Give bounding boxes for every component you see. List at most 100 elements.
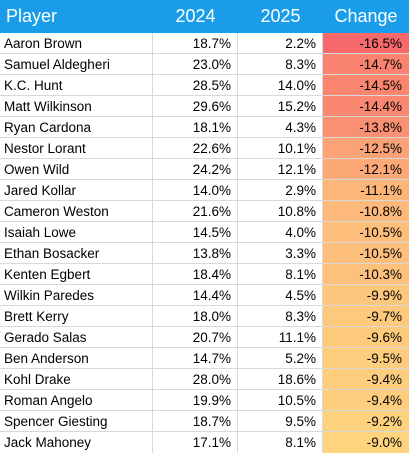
value-2024-cell: 20.7% (153, 327, 238, 347)
value-2024-cell: 18.7% (153, 411, 238, 431)
value-2025-cell: 5.2% (238, 348, 323, 368)
change-cell: -9.4% (323, 369, 409, 389)
change-cell: -9.4% (323, 390, 409, 410)
player-cell: Samuel Aldegheri (0, 54, 153, 74)
change-cell: -14.5% (323, 75, 409, 95)
value-2024-cell: 17.1% (153, 432, 238, 453)
value-2025-cell: 9.5% (238, 411, 323, 431)
change-cell: -10.8% (323, 201, 409, 221)
player-cell: Owen Wild (0, 159, 153, 179)
change-cell: -14.7% (323, 54, 409, 74)
change-cell: -14.4% (323, 96, 409, 116)
change-cell: -9.6% (323, 327, 409, 347)
player-cell: Wilkin Paredes (0, 285, 153, 305)
change-cell: -10.5% (323, 222, 409, 242)
player-cell: Nestor Lorant (0, 138, 153, 158)
value-2025-cell: 4.3% (238, 117, 323, 137)
value-2025-cell: 4.0% (238, 222, 323, 242)
value-2024-cell: 18.0% (153, 306, 238, 326)
change-cell: -9.7% (323, 306, 409, 326)
table-row: Owen Wild 24.2% 12.1% -12.1% (0, 159, 409, 180)
change-cell: -12.1% (323, 159, 409, 179)
change-cell: -9.2% (323, 411, 409, 431)
value-2025-cell: 8.3% (238, 306, 323, 326)
table-row: Ryan Cardona 18.1% 4.3% -13.8% (0, 117, 409, 138)
value-2025-cell: 4.5% (238, 285, 323, 305)
value-2024-cell: 21.6% (153, 201, 238, 221)
value-2025-cell: 12.1% (238, 159, 323, 179)
value-2024-cell: 18.7% (153, 33, 238, 53)
table-row: Jack Mahoney 17.1% 8.1% -9.0% (0, 432, 409, 453)
table-row: Aaron Brown 18.7% 2.2% -16.5% (0, 33, 409, 54)
value-2024-cell: 14.0% (153, 180, 238, 200)
player-cell: Cameron Weston (0, 201, 153, 221)
player-cell: Ben Anderson (0, 348, 153, 368)
change-cell: -9.9% (323, 285, 409, 305)
table-row: K.C. Hunt 28.5% 14.0% -14.5% (0, 75, 409, 96)
table-row: Nestor Lorant 22.6% 10.1% -12.5% (0, 138, 409, 159)
change-cell: -10.3% (323, 264, 409, 284)
player-cell: Ethan Bosacker (0, 243, 153, 263)
value-2025-cell: 2.9% (238, 180, 323, 200)
value-2024-cell: 19.9% (153, 390, 238, 410)
value-2025-cell: 14.0% (238, 75, 323, 95)
change-cell: -11.1% (323, 180, 409, 200)
value-2025-cell: 11.1% (238, 327, 323, 347)
player-cell: Kenten Egbert (0, 264, 153, 284)
value-2025-cell: 10.1% (238, 138, 323, 158)
value-2025-cell: 3.3% (238, 243, 323, 263)
table-row: Cameron Weston 21.6% 10.8% -10.8% (0, 201, 409, 222)
table-row: Wilkin Paredes 14.4% 4.5% -9.9% (0, 285, 409, 306)
player-cell: K.C. Hunt (0, 75, 153, 95)
table-row: Ben Anderson 14.7% 5.2% -9.5% (0, 348, 409, 369)
value-2025-cell: 8.3% (238, 54, 323, 74)
player-cell: Brett Kerry (0, 306, 153, 326)
header-change: Change (334, 5, 398, 26)
header-player: Player (6, 5, 58, 26)
player-cell: Kohl Drake (0, 369, 153, 389)
table-row: Gerado Salas 20.7% 11.1% -9.6% (0, 327, 409, 348)
table-header: Player 2024 2025 Change (0, 0, 409, 33)
player-cell: Jared Kollar (0, 180, 153, 200)
table-row: Isaiah Lowe 14.5% 4.0% -10.5% (0, 222, 409, 243)
table-row: Brett Kerry 18.0% 8.3% -9.7% (0, 306, 409, 327)
player-cell: Aaron Brown (0, 33, 153, 53)
value-2024-cell: 28.0% (153, 369, 238, 389)
player-cell: Ryan Cardona (0, 117, 153, 137)
player-cell: Gerado Salas (0, 327, 153, 347)
value-2024-cell: 14.5% (153, 222, 238, 242)
player-cell: Jack Mahoney (0, 432, 153, 453)
header-2024: 2024 (175, 5, 216, 26)
table-row: Matt Wilkinson 29.6% 15.2% -14.4% (0, 96, 409, 117)
value-2024-cell: 18.1% (153, 117, 238, 137)
change-cell: -10.5% (323, 243, 409, 263)
value-2025-cell: 18.6% (238, 369, 323, 389)
value-2024-cell: 24.2% (153, 159, 238, 179)
player-cell: Isaiah Lowe (0, 222, 153, 242)
value-2025-cell: 15.2% (238, 96, 323, 116)
value-2024-cell: 13.8% (153, 243, 238, 263)
table-row: Kohl Drake 28.0% 18.6% -9.4% (0, 369, 409, 390)
player-cell: Matt Wilkinson (0, 96, 153, 116)
value-2024-cell: 22.6% (153, 138, 238, 158)
value-2024-cell: 29.6% (153, 96, 238, 116)
header-2025: 2025 (260, 5, 301, 26)
table-row: Kenten Egbert 18.4% 8.1% -10.3% (0, 264, 409, 285)
value-2024-cell: 23.0% (153, 54, 238, 74)
change-cell: -13.8% (323, 117, 409, 137)
table-row: Ethan Bosacker 13.8% 3.3% -10.5% (0, 243, 409, 264)
value-2025-cell: 8.1% (238, 264, 323, 284)
change-cell: -9.5% (323, 348, 409, 368)
table-row: Roman Angelo 19.9% 10.5% -9.4% (0, 390, 409, 411)
value-2024-cell: 18.4% (153, 264, 238, 284)
value-2025-cell: 10.8% (238, 201, 323, 221)
value-2025-cell: 2.2% (238, 33, 323, 53)
table-row: Spencer Giesting 18.7% 9.5% -9.2% (0, 411, 409, 432)
value-2024-cell: 14.4% (153, 285, 238, 305)
change-cell: -16.5% (323, 33, 409, 53)
table-body: Aaron Brown 18.7% 2.2% -16.5% Samuel Aldeghe… (0, 33, 409, 453)
player-cell: Roman Angelo (0, 390, 153, 410)
value-2025-cell: 10.5% (238, 390, 323, 410)
value-2024-cell: 28.5% (153, 75, 238, 95)
